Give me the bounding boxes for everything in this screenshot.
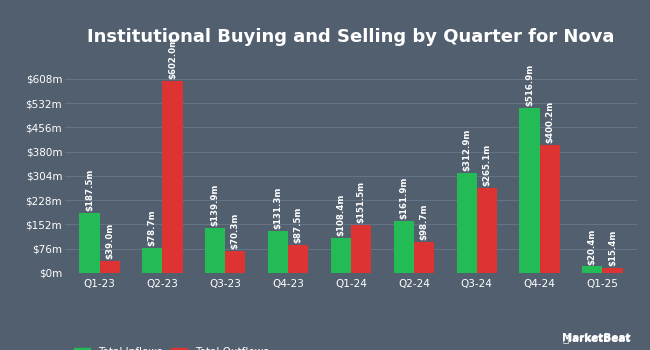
Bar (288, 245, 308, 273)
Bar (79, 213, 99, 273)
Bar (414, 241, 434, 273)
Bar (603, 268, 623, 273)
Legend: Total Inflows, Total Outflows: Total Inflows, Total Outflows (70, 343, 273, 350)
Text: $108.4m: $108.4m (337, 194, 345, 237)
Bar (519, 108, 540, 273)
Bar (226, 251, 246, 273)
Text: $20.4m: $20.4m (588, 228, 597, 265)
Text: $98.7m: $98.7m (419, 203, 428, 240)
Bar (331, 238, 351, 273)
Text: $400.2m: $400.2m (545, 101, 554, 144)
Bar (268, 231, 288, 273)
Text: $87.5m: $87.5m (294, 207, 303, 243)
Bar (142, 248, 162, 273)
Bar (582, 266, 603, 273)
Text: ⼏larketBeat: ⼏larketBeat (562, 333, 630, 343)
Bar (162, 81, 183, 273)
Text: $15.4m: $15.4m (608, 230, 617, 266)
Text: $78.7m: $78.7m (148, 209, 157, 246)
Bar (205, 228, 226, 273)
Text: MarketBeat: MarketBeat (562, 333, 630, 343)
Bar (99, 260, 120, 273)
Text: $312.9m: $312.9m (462, 129, 471, 171)
Bar (394, 221, 414, 273)
Text: $161.9m: $161.9m (399, 177, 408, 219)
Text: $265.1m: $265.1m (482, 144, 491, 187)
Text: $131.3m: $131.3m (274, 187, 283, 229)
Text: $151.5m: $151.5m (357, 181, 365, 223)
Bar (456, 173, 476, 273)
Text: $602.0m: $602.0m (168, 37, 177, 79)
Bar (540, 145, 560, 273)
Bar (476, 188, 497, 273)
Text: $187.5m: $187.5m (85, 169, 94, 211)
Text: $139.9m: $139.9m (211, 184, 220, 226)
Text: $516.9m: $516.9m (525, 64, 534, 106)
Title: Institutional Buying and Selling by Quarter for Nova: Institutional Buying and Selling by Quar… (87, 28, 615, 46)
Text: $70.3m: $70.3m (231, 212, 240, 248)
Text: $39.0m: $39.0m (105, 222, 114, 259)
Bar (351, 225, 371, 273)
